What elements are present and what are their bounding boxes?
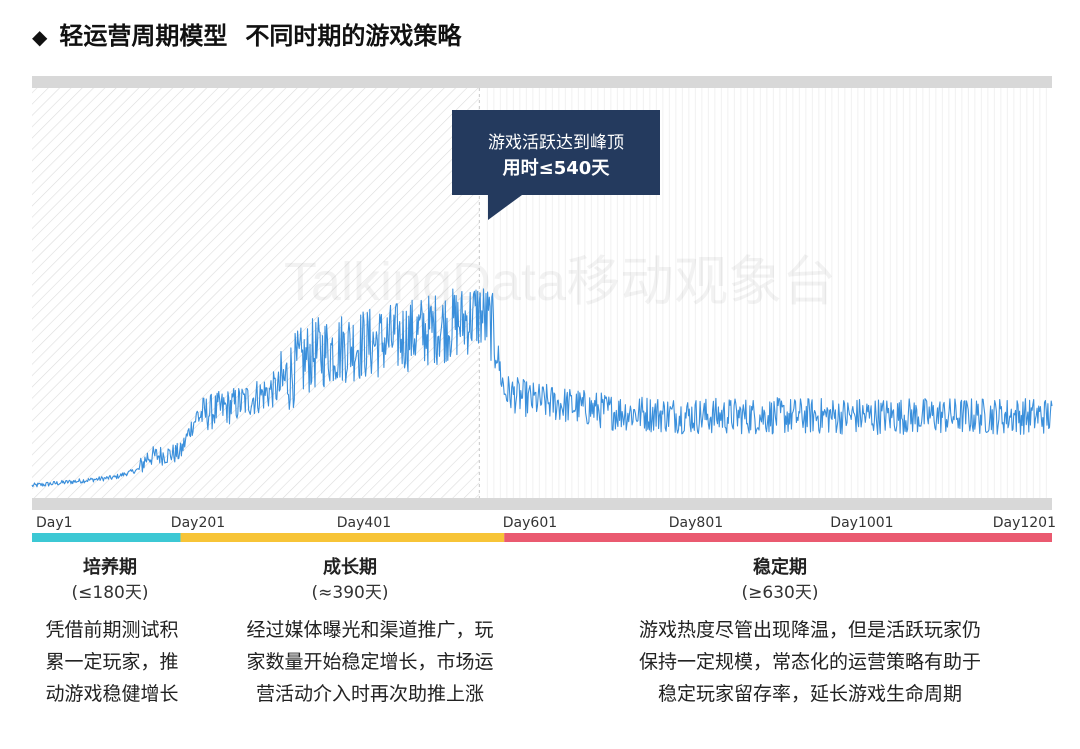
phase-2-desc-line: 家数量开始稳定增长，市场运 [246,651,494,673]
peak-period-hatch [32,88,480,498]
callout-line1: 游戏活跃达到峰顶 [488,133,624,153]
phase-2-desc-line: 营活动介入时再次助推上涨 [255,683,484,705]
callout-box: 游戏活跃达到峰顶 用时≤540天 [452,110,660,220]
title-main: 轻运营周期模型 [59,22,228,50]
x-tick-label: Day1201 [993,515,1056,531]
x-tick-label: Day1 [36,515,73,531]
page-title: ◆ 轻运营周期模型 不同时期的游戏策略 [32,16,461,51]
phase-bar-3 [504,533,1053,542]
phase-3-duration: (≥630天) [741,583,819,603]
phase-1-desc-line: 动游戏稳健增长 [45,683,179,705]
phase-3-desc-line: 游戏热度尽管出现降温，但是活跃玩家仍 [638,619,981,641]
phase-bar-2 [180,533,505,542]
phase-3-description: 游戏热度尽管出现降温，但是活跃玩家仍 保持一定规模，常态化的运营策略有助于 稳定… [585,614,1035,710]
phase-1-description: 凭借前期测试积 累一定玩家，推 动游戏稳健增长 [22,614,202,710]
phase-2-name: 成长期 [323,557,377,578]
x-axis-ticks: Day1 Day201 Day401 Day601 Day801 Day1001 Day12… [36,515,1056,531]
x-tick-label: Day401 [337,515,391,531]
watermark: TalkingData移动观象台 [284,252,836,312]
phase-1-duration: (≤180天) [71,583,149,603]
x-tick-label: Day201 [171,515,225,531]
bottom-band [32,498,1052,510]
title-sub: 不同时期的游戏策略 [245,22,462,50]
callout-line2: 用时≤540天 [503,158,611,179]
phase-2-desc-line: 经过媒体曝光和渠道推广，玩 [246,619,494,641]
x-tick-label: Day801 [669,515,723,531]
phase-3-desc-line: 保持一定规模，常态化的运营策略有助于 [638,651,981,673]
phase-3-desc-line: 稳定玩家留存率，延长游戏生命周期 [657,683,962,705]
phase-2-duration: (≈390天) [311,583,389,603]
phase-bar-1 [32,533,181,542]
top-band [32,76,1052,88]
phase-2-description: 经过媒体曝光和渠道推广，玩 家数量开始稳定增长，市场运 营活动介入时再次助推上涨 [210,614,530,710]
callout-shape [452,110,660,220]
phase-bars [32,533,1053,542]
phase-3-name: 稳定期 [753,557,807,578]
x-tick-label: Day1001 [830,515,893,531]
activity-series-line [31,288,1053,488]
phase-1-name: 培养期 [83,557,137,578]
phase-1-desc-line: 凭借前期测试积 [45,619,179,641]
x-tick-label: Day601 [503,515,557,531]
diamond-bullet-icon: ◆ [32,25,48,49]
phase-1-desc-line: 累一定玩家，推 [45,651,179,673]
